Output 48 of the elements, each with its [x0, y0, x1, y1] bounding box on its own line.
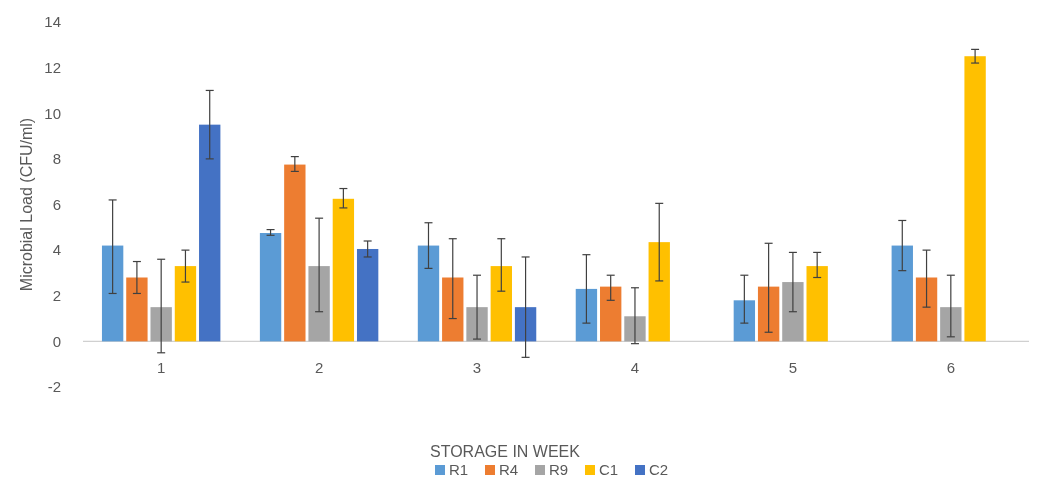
bar	[782, 282, 804, 342]
bar	[648, 242, 670, 342]
y-tick-label: 6	[52, 195, 61, 213]
bar	[575, 288, 598, 342]
y-tick-label: 2	[52, 287, 61, 304]
bar	[199, 124, 221, 342]
legend-label: R1	[449, 461, 469, 478]
bar	[964, 56, 986, 342]
bar	[442, 277, 464, 342]
bar	[600, 286, 622, 342]
bar	[284, 164, 306, 342]
bar	[891, 245, 913, 342]
legend-label: R9	[549, 461, 569, 478]
x-tick-label: 5	[788, 359, 798, 377]
bar	[417, 245, 440, 342]
bar	[490, 266, 512, 342]
bar	[126, 277, 148, 342]
bar	[940, 307, 962, 342]
bar	[806, 266, 828, 342]
y-tick-label: 12	[44, 58, 61, 76]
legend-label: C1	[599, 461, 619, 478]
x-axis-title: STORAGE IN WEEK	[430, 443, 581, 460]
legend-label: C2	[649, 461, 669, 478]
x-tick-label: 2	[314, 359, 324, 377]
bar	[308, 266, 330, 342]
bar	[332, 198, 355, 342]
x-tick-label: 6	[946, 359, 955, 377]
bar	[174, 266, 197, 342]
y-tick-label: 4	[52, 241, 61, 259]
y-tick-label: 10	[44, 104, 61, 122]
bar	[514, 307, 537, 342]
x-tick-label: 4	[630, 359, 640, 377]
bar	[915, 277, 938, 342]
bar	[757, 286, 780, 342]
bar	[259, 233, 282, 342]
bar	[150, 307, 172, 342]
legend-label: R4	[499, 461, 519, 478]
bar	[624, 316, 646, 342]
bar	[733, 300, 756, 342]
bar	[356, 248, 379, 342]
y-tick-label: 8	[52, 150, 61, 168]
y-axis-title: Microbial Load (CFU/ml)	[18, 117, 35, 292]
x-tick-label: 1	[157, 359, 166, 377]
y-tick-label: 14	[44, 13, 61, 31]
x-tick-label: 3	[472, 359, 482, 377]
y-tick-label: 0	[52, 332, 61, 350]
bar	[101, 245, 124, 342]
y-tick-label: -2	[47, 378, 61, 396]
